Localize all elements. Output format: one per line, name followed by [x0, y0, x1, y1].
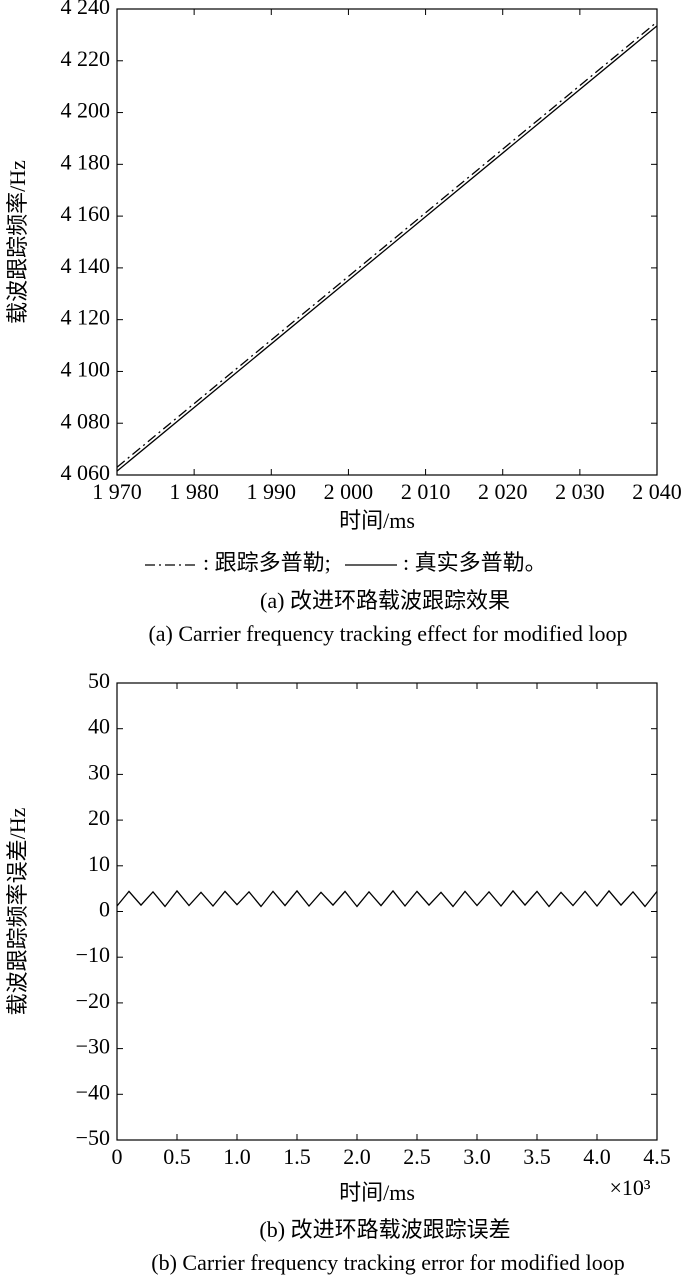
y-axis-label: 载波跟踪频率误差/Hz — [5, 807, 30, 1015]
y-tick-label: 30 — [88, 759, 110, 784]
x-tick-label: 2 040 — [632, 479, 682, 504]
y-tick-label: −40 — [76, 1079, 110, 1104]
x-tick-label: 3.5 — [523, 1144, 551, 1169]
plot-frame — [116, 8, 658, 476]
x-tick-label: 1.0 — [223, 1144, 251, 1169]
y-tick-label: −50 — [76, 1125, 110, 1150]
legend-label: : 跟踪多普勒; — [203, 550, 331, 575]
x-tick-label: 2.5 — [403, 1144, 431, 1169]
caption-en: (b) Carrier frequency tracking error for… — [151, 1250, 624, 1275]
y-tick-label: 4 140 — [61, 253, 111, 278]
y-tick-label: 4 120 — [61, 305, 111, 330]
x-tick-label: 2 020 — [478, 479, 528, 504]
x-tick-label: 1 990 — [247, 479, 297, 504]
x-tick-label: 1 980 — [169, 479, 219, 504]
caption-zh: (b) 改进环路载波跟踪误差 — [259, 1217, 510, 1242]
caption-zh: (a) 改进环路载波跟踪效果 — [260, 588, 510, 613]
x-tick-label: 3.0 — [463, 1144, 491, 1169]
x-tick-label: 0 — [112, 1144, 123, 1169]
y-tick-label: 4 080 — [61, 408, 111, 433]
y-tick-label: 40 — [88, 714, 110, 739]
x-tick-label: 4.0 — [583, 1144, 611, 1169]
x-tick-label: 2 000 — [324, 479, 374, 504]
y-tick-label: 10 — [88, 851, 110, 876]
data-line — [116, 25, 658, 472]
y-tick-label: 4 060 — [61, 460, 111, 485]
x-tick-label: 4.5 — [643, 1144, 671, 1169]
y-axis-label: 载波跟踪频率/Hz — [5, 160, 30, 324]
y-tick-label: 4 160 — [61, 201, 111, 226]
x-tick-label: 2 010 — [401, 479, 451, 504]
y-tick-label: 50 — [88, 668, 110, 693]
data-line — [116, 889, 658, 908]
y-tick-label: −20 — [76, 988, 110, 1013]
y-tick-label: 4 240 — [61, 0, 111, 19]
caption-en: (a) Carrier frequency tracking effect fo… — [148, 621, 627, 646]
data-line — [116, 21, 658, 468]
x-tick-label: 2 030 — [555, 479, 605, 504]
plot-frame — [116, 682, 658, 1141]
y-tick-label: 0 — [99, 897, 110, 922]
y-tick-label: −30 — [76, 1034, 110, 1059]
y-tick-label: 4 100 — [61, 356, 111, 381]
y-tick-label: 4 220 — [61, 46, 111, 71]
y-tick-label: 4 180 — [61, 149, 111, 174]
x-axis-label: 时间/ms — [339, 1180, 415, 1205]
x-tick-label: 0.5 — [163, 1144, 191, 1169]
x-axis-label: 时间/ms — [339, 508, 415, 533]
y-tick-label: −10 — [76, 942, 110, 967]
y-tick-label: 4 200 — [61, 98, 111, 123]
y-tick-label: 20 — [88, 805, 110, 830]
x-tick-label: 2.0 — [343, 1144, 371, 1169]
legend-label: : 真实多普勒。 — [403, 550, 547, 575]
exponent-label: ×10³ — [609, 1175, 650, 1200]
x-tick-label: 1 970 — [92, 479, 142, 504]
x-tick-label: 1.5 — [283, 1144, 311, 1169]
